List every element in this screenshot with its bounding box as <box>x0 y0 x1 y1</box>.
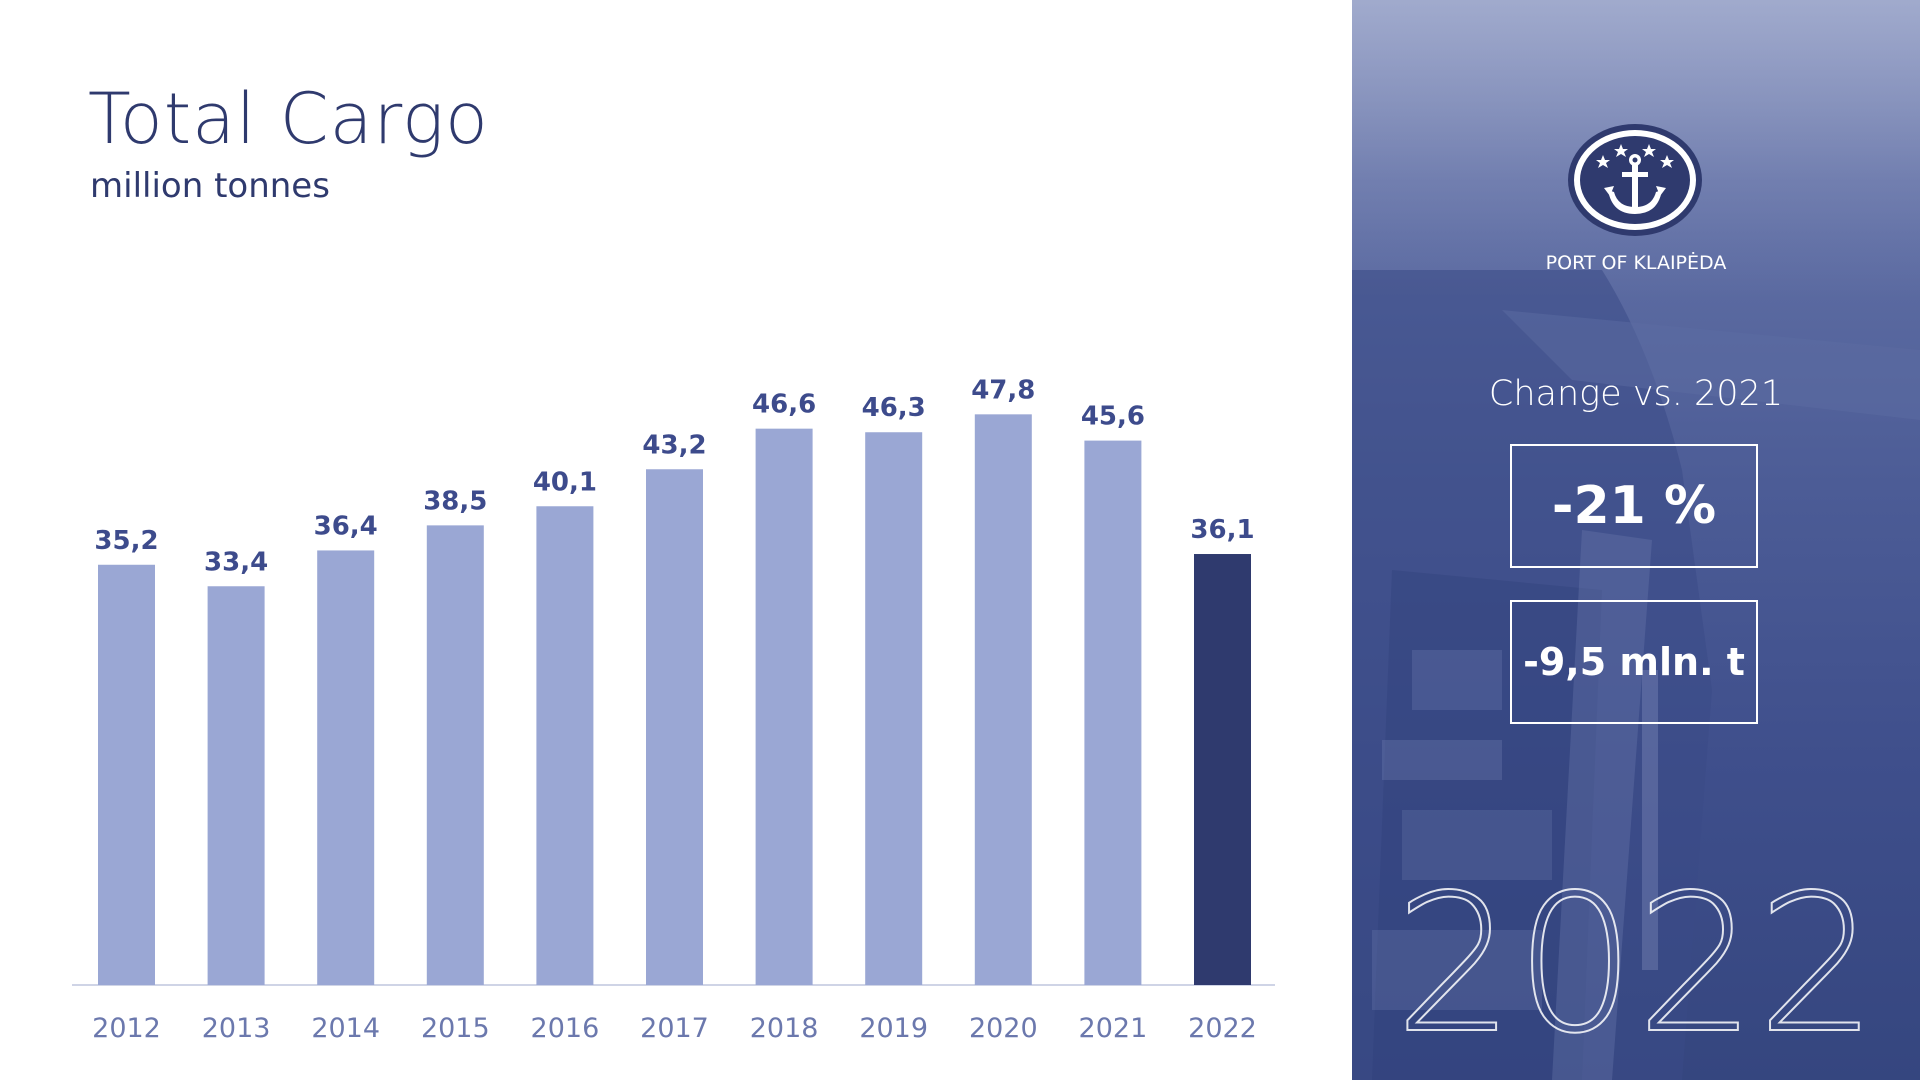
x-tick-label-2012: 2012 <box>92 1013 161 1044</box>
bar-2022 <box>1194 554 1251 985</box>
bar-2018 <box>755 428 813 986</box>
data-label-2014: 36,4 <box>314 511 378 541</box>
bar-2019 <box>865 432 923 985</box>
x-tick-label-2021: 2021 <box>1079 1013 1148 1044</box>
bar-2017 <box>646 469 703 985</box>
x-tick-label-2017: 2017 <box>640 1013 709 1044</box>
change-percent-value: -21 % <box>1551 476 1717 536</box>
change-label: Change vs. 2021 <box>1488 374 1784 414</box>
data-label-2022: 36,1 <box>1190 515 1254 545</box>
year-watermark: 2022 <box>1393 854 1879 1075</box>
change-percent-box: -21 % <box>1510 444 1758 568</box>
bar-2021 <box>1084 440 1142 985</box>
bar-2013 <box>207 586 265 985</box>
bar-2020 <box>974 414 1032 985</box>
x-tick-label-2020: 2020 <box>969 1013 1038 1044</box>
bar-2014 <box>317 550 375 985</box>
change-amount-box: -9,5 mln. t <box>1510 600 1758 724</box>
data-label-2015: 38,5 <box>423 486 487 516</box>
brand-name: PORT OF KLAIPĖDA <box>1545 252 1727 274</box>
x-tick-label-2022: 2022 <box>1188 1013 1257 1044</box>
change-amount-value: -9,5 mln. t <box>1523 640 1745 684</box>
bar-chart: 35,2 2012 33,4 2013 36,4 2014 38,5 2015 40,1 2016… <box>72 375 1275 1044</box>
data-label-2019: 46,3 <box>862 393 926 423</box>
x-tick-label-2019: 2019 <box>859 1013 928 1044</box>
summary-panel: PORT OF KLAIPĖDA Change vs. 2021 -21 % -… <box>1352 0 1920 1080</box>
bar-2015 <box>426 525 484 985</box>
chart-title: Total Cargo <box>88 78 489 160</box>
x-tick-label-2015: 2015 <box>421 1013 490 1044</box>
data-label-2021: 45,6 <box>1081 402 1145 432</box>
x-tick-label-2016: 2016 <box>531 1013 600 1044</box>
data-label-2012: 35,2 <box>94 526 158 556</box>
port-aerial-image <box>1352 270 1920 1080</box>
bar-2016 <box>536 506 594 985</box>
x-tick-label-2013: 2013 <box>202 1013 271 1044</box>
data-label-2013: 33,4 <box>204 547 268 577</box>
data-label-2016: 40,1 <box>533 467 597 497</box>
chart-panel: Total Cargo million tonnes 35,2 2012 33,4 2… <box>72 78 1275 1044</box>
x-tick-label-2014: 2014 <box>311 1013 380 1044</box>
chart-subtitle: million tonnes <box>90 166 330 206</box>
port-anchor-logo <box>1568 124 1702 236</box>
x-tick-label-2018: 2018 <box>750 1013 819 1044</box>
data-label-2020: 47,8 <box>971 375 1035 405</box>
data-label-2017: 43,2 <box>642 430 706 460</box>
bar-2012 <box>98 564 155 985</box>
data-label-2018: 46,6 <box>752 390 816 420</box>
